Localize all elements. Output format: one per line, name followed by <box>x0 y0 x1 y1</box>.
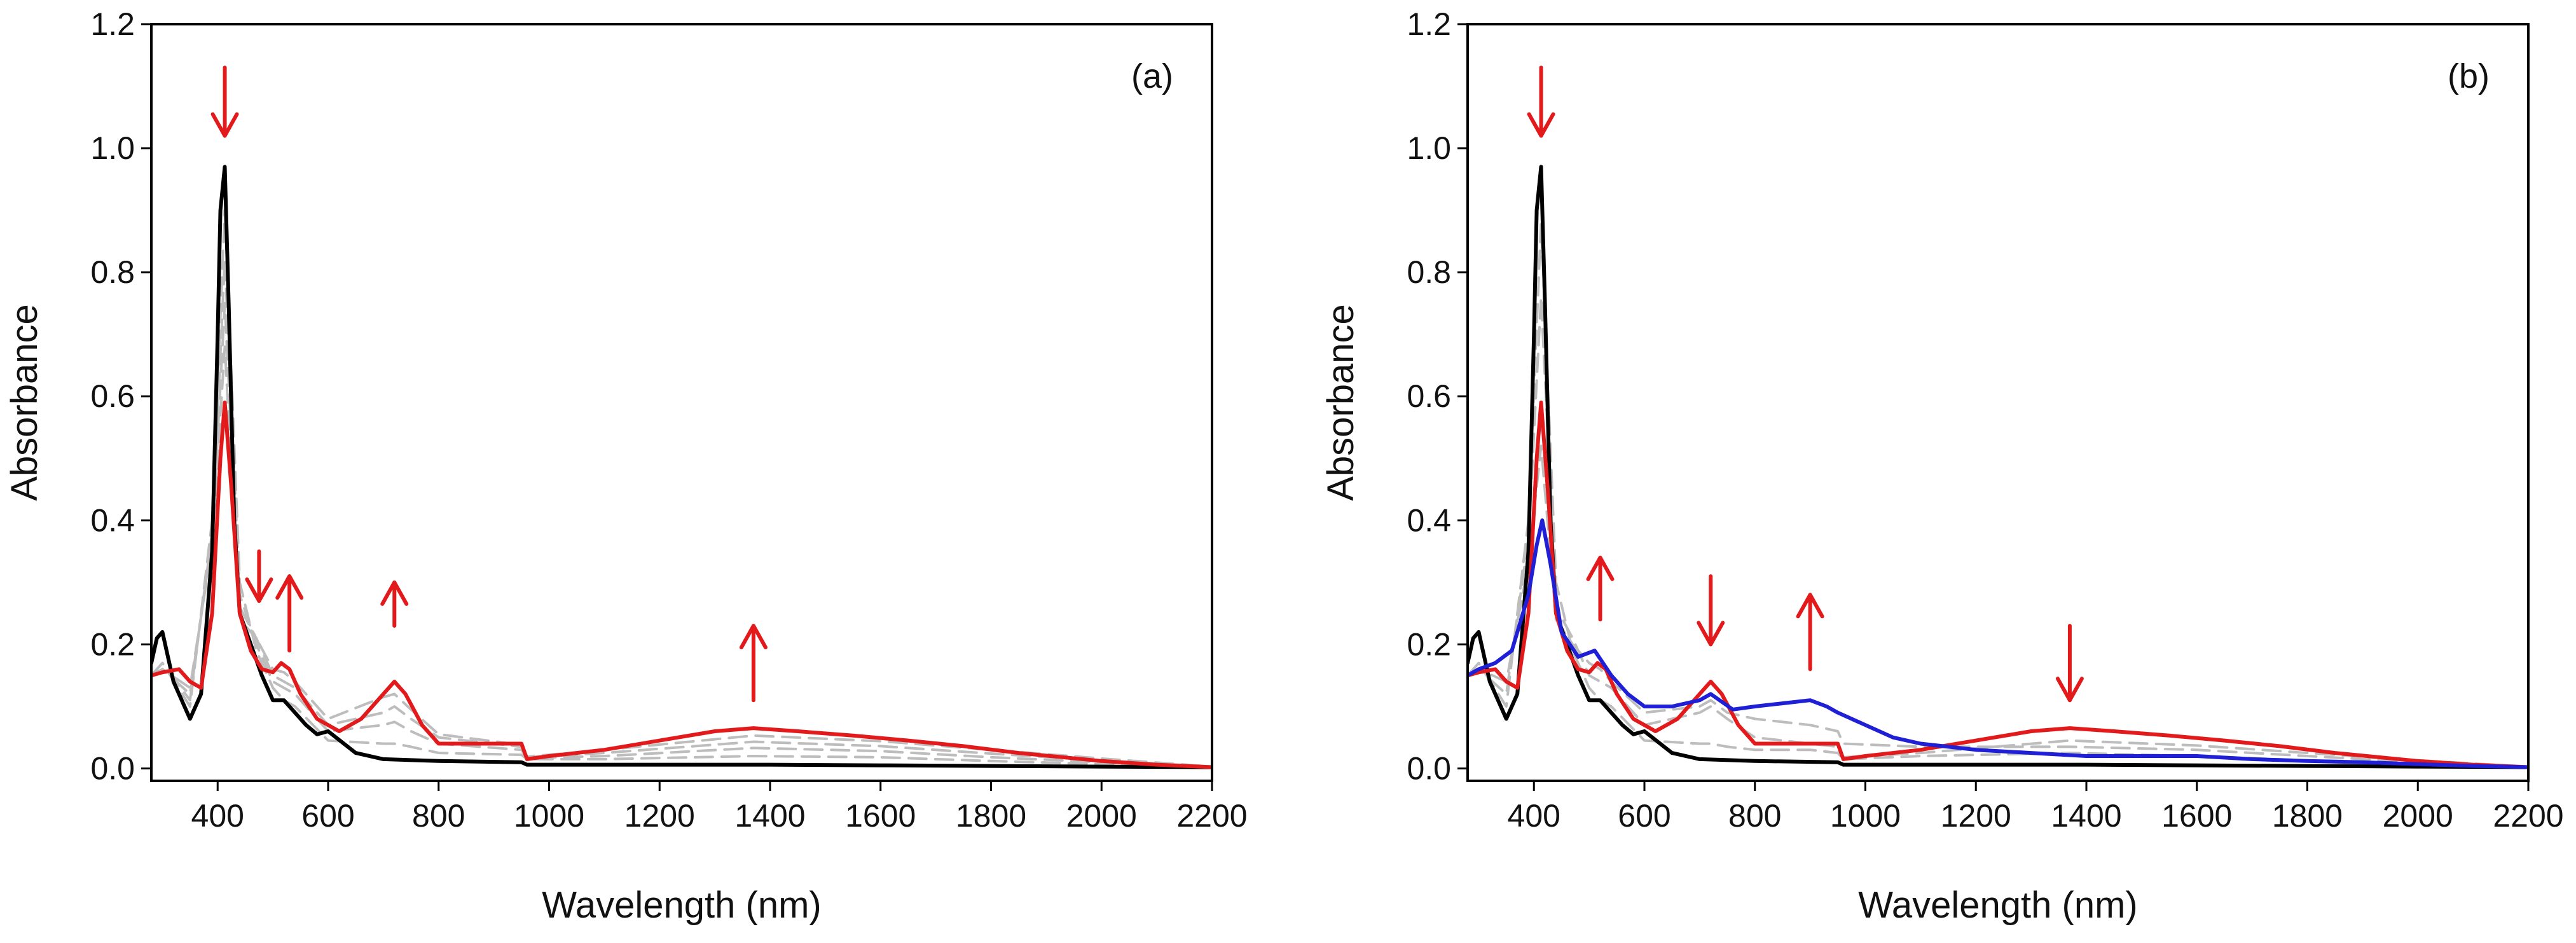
panel-b-series-5 <box>1468 518 2528 769</box>
panel-b-series-3 <box>1468 165 2528 769</box>
panel-b-series-0 <box>1468 221 2528 769</box>
panel-a-series-0 <box>151 209 1212 769</box>
panel-a-x-tick-label: 1800 <box>956 798 1026 834</box>
panel-a-arrows <box>210 65 768 703</box>
panel-a-x-tick-label: 1000 <box>514 798 584 834</box>
panel-b-y-tick-label: 0.0 <box>1407 750 1451 786</box>
panel-a-series-3 <box>151 345 1212 768</box>
panel-b-x-tick-label: 2200 <box>2493 798 2563 834</box>
panel-a-series-5 <box>151 401 1212 769</box>
panel-a-x-tick-label: 800 <box>412 798 465 834</box>
panel-a-y-tick-label: 0.2 <box>90 626 135 662</box>
panel-a-y-tick-label: 0.4 <box>90 502 135 538</box>
panel-b-arrow-3 <box>1796 593 1824 671</box>
panel-b-y-tick-label: 1.0 <box>1407 130 1451 166</box>
panel-a-frame <box>150 23 1213 782</box>
panel-b-y-tick-label: 0.4 <box>1407 502 1451 538</box>
panel-b-y-tick-label: 0.2 <box>1407 626 1451 662</box>
panel-a-arrow-0 <box>210 65 239 138</box>
panel-b-x-tick-label: 1400 <box>2051 798 2121 834</box>
panel-b-arrow-2 <box>1697 574 1725 647</box>
panel-a-series-2 <box>151 301 1212 768</box>
panel-a-x-tick-label: 2000 <box>1066 798 1137 834</box>
panel-b-y-tick-label: 0.8 <box>1407 254 1451 290</box>
panel-a-arrow-1 <box>245 549 273 603</box>
panel-a-x-tick-label: 1200 <box>624 798 695 834</box>
panel-a-y-axis-title: Absorbance <box>4 304 45 501</box>
panel-a-arrow-3 <box>380 580 409 628</box>
panel-b-arrow-4 <box>2055 624 2084 703</box>
panel-b-label: (b) <box>2448 57 2490 95</box>
panel-b-arrow-0 <box>1527 65 1555 138</box>
panel-b-x-tick-label: 1600 <box>2161 798 2232 834</box>
panel-b-x-tick-label: 2000 <box>2383 798 2453 834</box>
panel-a-y-tick-label: 0.8 <box>90 254 135 290</box>
panel-a-y-tick-label: 1.0 <box>90 130 135 166</box>
panel-a-x-tick-label: 1600 <box>845 798 916 834</box>
panel-a-label: (a) <box>1131 57 1173 95</box>
panel-b-series-1 <box>1468 296 2528 768</box>
panel-a-arrow-4 <box>739 624 768 703</box>
panel-a-x-tick-label: 400 <box>191 798 244 834</box>
panel-b-y-tick-label: 1.2 <box>1407 6 1451 42</box>
panel-b: 400 600 800 1000 1200 1400 1600 1800 2000 2200 0.0… <box>1320 6 2564 926</box>
panel-a-arrow-2 <box>275 574 304 653</box>
panel-a-x-tick-label: 600 <box>301 798 354 834</box>
panel-b-x-tick-label: 600 <box>1618 798 1670 834</box>
panel-b-arrows <box>1527 65 2084 703</box>
panel-b-x-tick-label: 400 <box>1508 798 1560 834</box>
panel-b-arrow-1 <box>1586 555 1615 622</box>
panel-b-x-tick-label: 1000 <box>1830 798 1901 834</box>
panel-b-frame <box>1466 23 2530 782</box>
panel-a-x-tick-label: 2200 <box>1176 798 1247 834</box>
panel-a-series-1 <box>151 258 1212 769</box>
panel-a-x-axis-title: Wavelength (nm) <box>542 884 821 926</box>
panel-a-y-tick-label: 1.2 <box>90 6 135 42</box>
panel-a-ticks: 400 600 800 1000 1200 1400 1600 1800 2000 2200 0.0… <box>90 6 1247 834</box>
panel-a-y-tick-label: 0.6 <box>90 378 135 414</box>
panel-b-x-tick-label: 1200 <box>1941 798 2011 834</box>
panel-a-series-4 <box>151 165 1212 769</box>
panel-b-x-tick-label: 800 <box>1728 798 1781 834</box>
panel-b-ticks: 400 600 800 1000 1200 1400 1600 1800 2000 2200 0.0… <box>1407 6 2563 834</box>
panel-a-y-tick-label: 0.0 <box>90 750 135 786</box>
panel-b-x-axis-title: Wavelength (nm) <box>1858 884 2137 926</box>
panel-b-series <box>1468 165 2528 769</box>
panel-a-x-tick-label: 1400 <box>734 798 805 834</box>
panel-b-y-axis-title: Absorbance <box>1320 304 1361 501</box>
panel-b-series-2 <box>1468 444 2528 768</box>
panel-b-x-tick-label: 1800 <box>2272 798 2343 834</box>
panel-b-y-tick-label: 0.6 <box>1407 378 1451 414</box>
panel-b-series-4 <box>1468 401 2528 769</box>
panel-a: 400 600 800 1000 1200 1400 1600 1800 2000 2200 0.0… <box>4 6 1248 926</box>
panel-a-series <box>151 165 1212 769</box>
